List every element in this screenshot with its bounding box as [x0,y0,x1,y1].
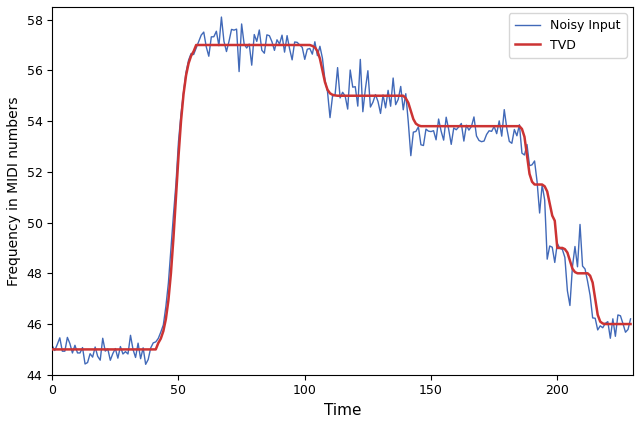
TVD [193,42,200,48]
Y-axis label: Frequency in MIDI numbers: Frequency in MIDI numbers [7,96,21,286]
Noisy Input [250,32,258,37]
Noisy Input [218,14,225,20]
Line: TVD: TVD [52,45,630,349]
Legend: Noisy Input, TVD: Noisy Input, TVD [509,13,627,58]
Noisy Input [493,131,500,136]
TVD [624,321,632,326]
Noisy Input [511,127,518,132]
Noisy Input [589,315,596,320]
Noisy Input [157,329,164,334]
Noisy Input [523,142,531,147]
Line: Noisy Input: Noisy Input [52,17,630,364]
TVD [508,124,516,129]
TVD [586,273,594,278]
TVD [49,347,56,352]
TVD [520,134,528,139]
Noisy Input [142,362,150,367]
TVD [627,321,634,326]
TVD [248,42,255,48]
Noisy Input [627,316,634,321]
X-axis label: Time: Time [324,403,362,418]
TVD [154,340,162,346]
Noisy Input [49,343,56,348]
